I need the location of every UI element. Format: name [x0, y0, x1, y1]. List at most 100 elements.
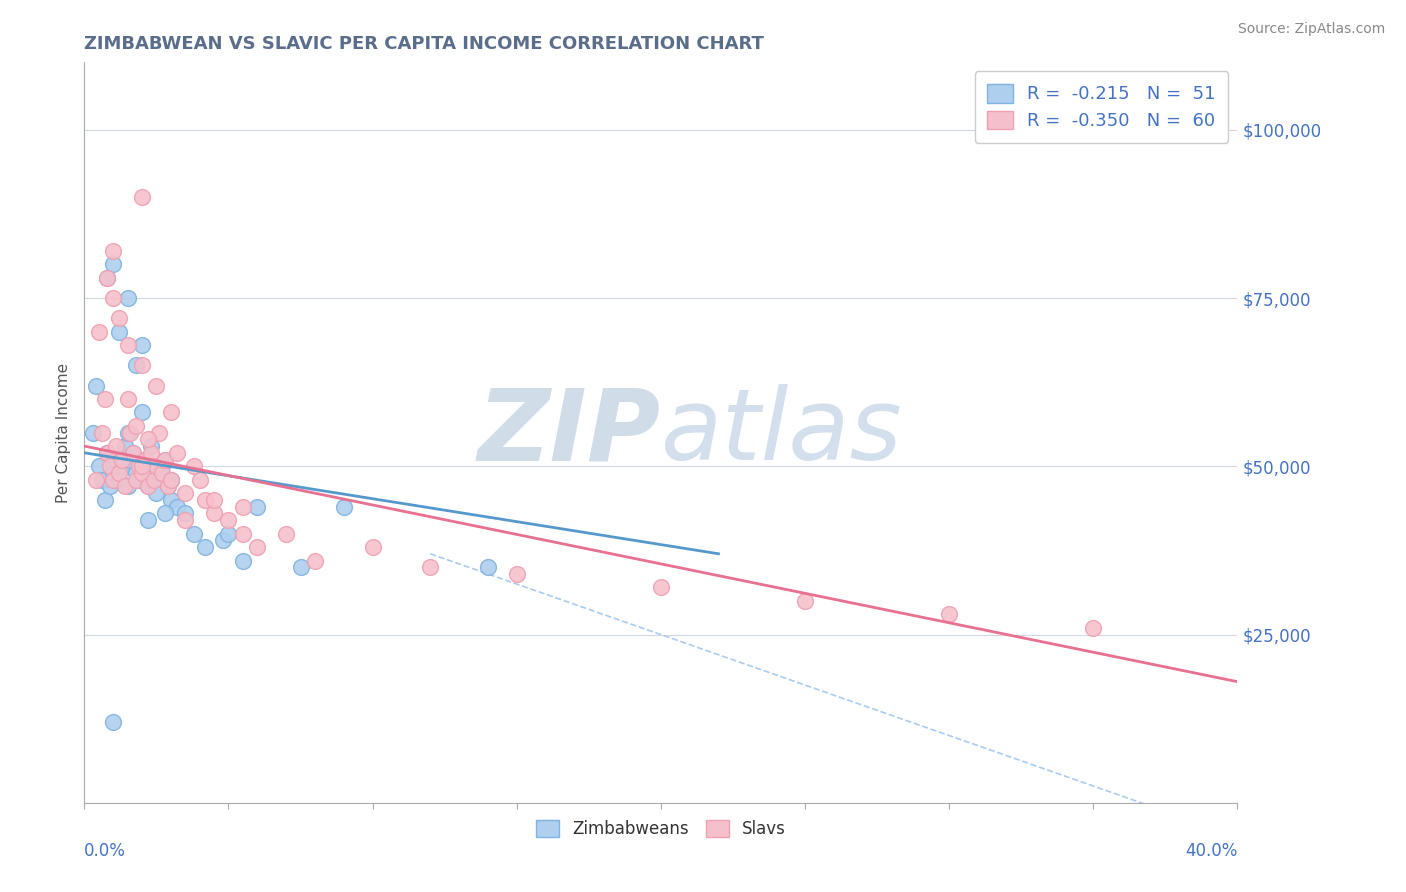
- Point: [111, 459, 134, 474]
- Point: [145, 378, 167, 392]
- Point: [232, 526, 254, 541]
- Point: [93, 392, 115, 406]
- Point: [125, 466, 148, 480]
- Point: [96, 446, 118, 460]
- Point: [131, 466, 153, 480]
- Text: atlas: atlas: [661, 384, 903, 481]
- Point: [153, 452, 176, 467]
- Point: [128, 473, 150, 487]
- Point: [128, 459, 150, 474]
- Point: [134, 452, 156, 467]
- Point: [142, 473, 165, 487]
- Point: [174, 513, 197, 527]
- Point: [160, 405, 183, 419]
- Point: [136, 433, 159, 447]
- Point: [131, 359, 153, 373]
- Point: [103, 291, 124, 305]
- Point: [87, 459, 110, 474]
- Point: [136, 479, 159, 493]
- Point: [136, 513, 159, 527]
- Point: [90, 473, 112, 487]
- Point: [276, 526, 298, 541]
- Text: ZIP: ZIP: [478, 384, 661, 481]
- Point: [304, 553, 326, 567]
- Point: [103, 244, 124, 258]
- Point: [150, 466, 173, 480]
- Point: [419, 560, 441, 574]
- Point: [202, 492, 225, 507]
- Point: [96, 270, 118, 285]
- Point: [125, 418, 148, 433]
- Point: [117, 425, 139, 440]
- Text: Source: ZipAtlas.com: Source: ZipAtlas.com: [1237, 22, 1385, 37]
- Point: [93, 492, 115, 507]
- Point: [108, 466, 131, 480]
- Point: [84, 378, 107, 392]
- Text: 40.0%: 40.0%: [1185, 842, 1237, 860]
- Point: [131, 338, 153, 352]
- Point: [84, 473, 107, 487]
- Point: [938, 607, 960, 622]
- Point: [183, 526, 205, 541]
- Point: [103, 466, 124, 480]
- Point: [105, 452, 128, 467]
- Point: [134, 452, 156, 467]
- Point: [125, 359, 148, 373]
- Point: [98, 459, 121, 474]
- Point: [139, 439, 162, 453]
- Point: [150, 459, 173, 474]
- Point: [174, 486, 197, 500]
- Point: [117, 291, 139, 305]
- Point: [194, 492, 217, 507]
- Point: [153, 452, 176, 467]
- Point: [333, 500, 356, 514]
- Point: [232, 500, 254, 514]
- Point: [131, 405, 153, 419]
- Point: [160, 473, 183, 487]
- Point: [108, 311, 131, 326]
- Point: [166, 446, 188, 460]
- Point: [114, 479, 136, 493]
- Point: [122, 446, 145, 460]
- Point: [145, 486, 167, 500]
- Point: [131, 190, 153, 204]
- Point: [117, 479, 139, 493]
- Point: [246, 500, 269, 514]
- Point: [183, 459, 205, 474]
- Point: [148, 466, 170, 480]
- Point: [211, 533, 233, 548]
- Point: [98, 479, 121, 493]
- Text: ZIMBABWEAN VS SLAVIC PER CAPITA INCOME CORRELATION CHART: ZIMBABWEAN VS SLAVIC PER CAPITA INCOME C…: [84, 35, 765, 53]
- Point: [794, 594, 817, 608]
- Point: [87, 325, 110, 339]
- Text: 0.0%: 0.0%: [84, 842, 127, 860]
- Point: [202, 507, 225, 521]
- Point: [246, 540, 269, 554]
- Point: [166, 500, 188, 514]
- Point: [148, 425, 170, 440]
- Point: [650, 581, 672, 595]
- Point: [506, 566, 529, 581]
- Point: [103, 473, 124, 487]
- Point: [120, 425, 142, 440]
- Point: [103, 257, 124, 271]
- Point: [111, 452, 134, 467]
- Point: [477, 560, 499, 574]
- Point: [114, 439, 136, 453]
- Point: [290, 560, 312, 574]
- Point: [90, 425, 112, 440]
- Point: [142, 473, 165, 487]
- Point: [188, 473, 211, 487]
- Point: [82, 425, 104, 440]
- Point: [131, 459, 153, 474]
- Point: [136, 479, 159, 493]
- Point: [160, 492, 183, 507]
- Point: [122, 446, 145, 460]
- Point: [139, 446, 162, 460]
- Point: [103, 714, 124, 729]
- Point: [96, 270, 118, 285]
- Point: [232, 553, 254, 567]
- Legend: Zimbabweans, Slavs: Zimbabweans, Slavs: [527, 812, 794, 847]
- Point: [96, 446, 118, 460]
- Point: [174, 507, 197, 521]
